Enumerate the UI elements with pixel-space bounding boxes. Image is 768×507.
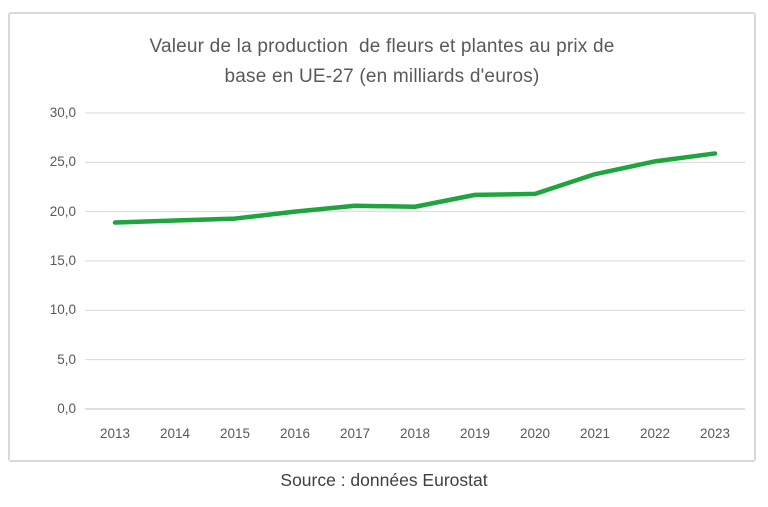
y-tick-label: 15,0	[49, 253, 76, 268]
x-tick-label: 2016	[279, 426, 311, 441]
x-tick-label: 2019	[459, 426, 491, 441]
chart-title-line-2: base en UE-27 (en milliards d'euros)	[224, 66, 540, 87]
y-tick-label: 0,0	[57, 401, 76, 416]
x-tick-label: 2014	[159, 426, 191, 441]
y-tick-label: 10,0	[49, 302, 76, 318]
y-tick-label: 30,0	[49, 105, 76, 120]
y-tick-label: 5,0	[57, 351, 76, 367]
data-line	[112, 151, 718, 225]
chart-title: Valeur de la production de fleurs et pla…	[10, 32, 754, 92]
x-tick-label: 2021	[579, 426, 611, 441]
x-tick-label: 2015	[219, 426, 251, 441]
y-tick-label: 25,0	[49, 154, 76, 170]
x-tick-label: 2023	[699, 426, 731, 441]
x-tick-label: 2020	[519, 426, 551, 441]
line-chart-plot	[85, 112, 745, 410]
source-caption: Source : données Eurostat	[280, 470, 488, 490]
x-tick-label: 2017	[339, 426, 371, 441]
x-tick-label: 2022	[639, 426, 671, 441]
x-tick-label: 2018	[399, 426, 431, 441]
x-tick-label: 2013	[99, 426, 131, 441]
y-tick-label: 20,0	[49, 203, 76, 219]
chart-title-line-1: Valeur de la production de fleurs et pla…	[149, 36, 615, 57]
chart-panel: Valeur de la production de fleurs et pla…	[8, 12, 756, 462]
